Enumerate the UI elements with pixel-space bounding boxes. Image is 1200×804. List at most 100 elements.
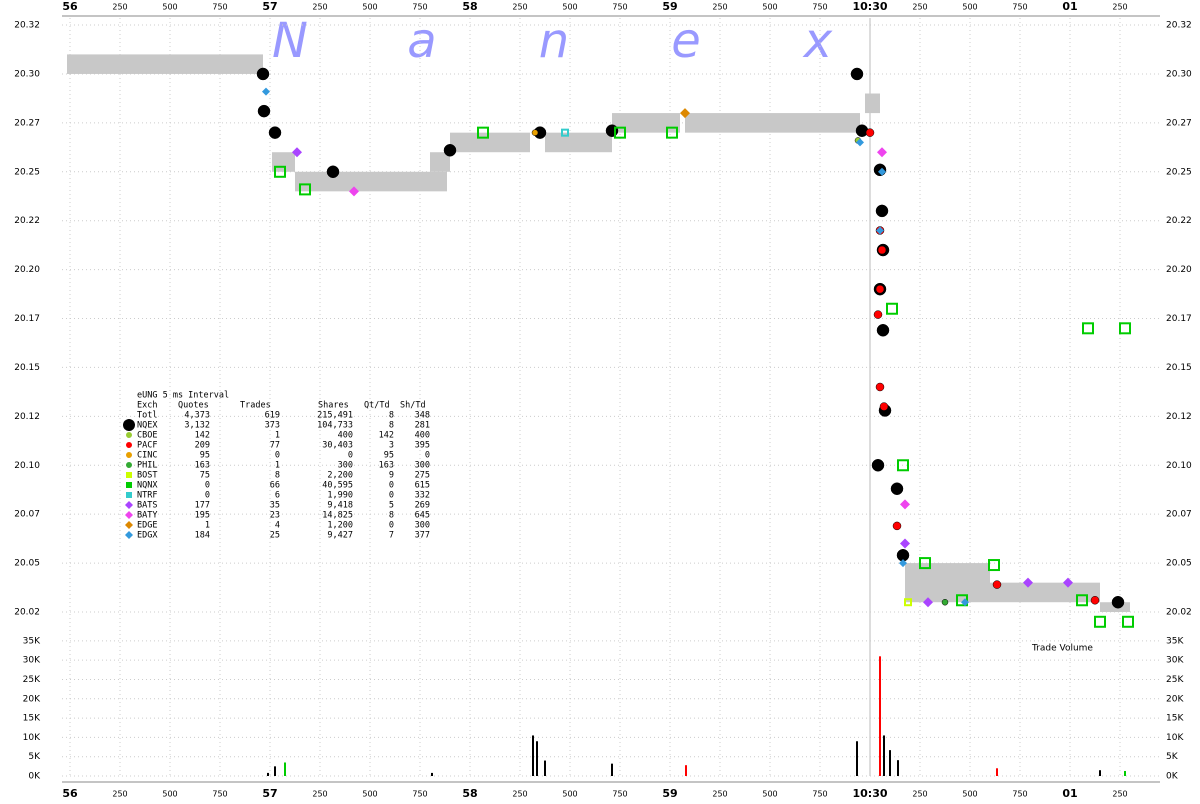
legend-stat: 30,403 xyxy=(322,441,353,451)
legend-title: eUNG 5 ms Interval xyxy=(137,391,229,401)
x-tick-label: 10:30 xyxy=(852,0,887,13)
trade-marker xyxy=(274,165,286,178)
trade-marker xyxy=(919,557,931,570)
x-tick-label: 57 xyxy=(262,787,277,800)
legend-exch: BATS xyxy=(137,501,157,511)
legend-stat: 8 xyxy=(275,471,280,481)
x-tick-label: 250 xyxy=(512,790,527,799)
trade-marker xyxy=(443,144,457,157)
trade-marker xyxy=(871,459,885,472)
trade-marker xyxy=(900,538,910,549)
volume-bar xyxy=(889,750,891,776)
trade-marker xyxy=(256,67,270,81)
legend-stat: 25 xyxy=(270,531,280,541)
legend-stat: 377 xyxy=(415,531,430,541)
trade-marker xyxy=(879,402,889,411)
trade-marker xyxy=(605,124,619,137)
legend-stat: 95 xyxy=(384,451,394,461)
y-tick-label-right: 20.27 xyxy=(1166,118,1192,128)
trade-marker xyxy=(856,138,864,147)
legend-stat: 9,427 xyxy=(327,531,353,541)
legend-marker xyxy=(126,482,132,488)
legend-exch: NTRF xyxy=(137,491,157,501)
legend-marker xyxy=(125,531,133,539)
legend-marker xyxy=(125,501,133,509)
nbbo-band xyxy=(685,113,860,133)
trade-marker xyxy=(875,204,889,218)
y-tick-label: 20.20 xyxy=(14,265,40,275)
watermark-letter: N xyxy=(272,13,308,69)
legend-stat: 1 xyxy=(275,431,280,441)
trade-marker xyxy=(1076,594,1088,607)
y-tick-label: 20.30 xyxy=(14,69,40,79)
trade-marker xyxy=(477,126,489,139)
volume-bar xyxy=(897,760,899,776)
legend-stat: 645 xyxy=(415,511,430,521)
trade-marker xyxy=(1094,615,1106,628)
x-tick-label: 58 xyxy=(462,0,477,13)
trade-marker xyxy=(614,126,626,139)
legend-stat: 1,990 xyxy=(327,491,353,501)
legend-stat: 9 xyxy=(389,471,394,481)
legend-marker xyxy=(126,492,132,498)
x-tick-label: 250 xyxy=(1112,790,1127,799)
x-tick-label: 01 xyxy=(1062,787,1077,800)
legend-stat: 0 xyxy=(425,451,430,461)
trade-marker xyxy=(988,559,1000,572)
legend-stat: 7 xyxy=(389,531,394,541)
trade-marker xyxy=(531,129,539,136)
volume-bar xyxy=(879,656,881,776)
legend-exch: PHIL xyxy=(137,461,157,471)
trade-marker xyxy=(349,186,359,197)
x-tick-label: 750 xyxy=(812,790,827,799)
x-tick-label: 57 xyxy=(262,0,277,13)
legend-stat: 195 xyxy=(195,511,210,521)
legend-header: Quotes xyxy=(178,401,209,411)
x-tick-label: 500 xyxy=(762,790,777,799)
y-tick-label: 20.22 xyxy=(14,216,40,226)
legend-stat: 395 xyxy=(415,441,430,451)
volume-bar xyxy=(996,768,998,776)
volume-bar xyxy=(856,741,858,776)
legend-stat: 177 xyxy=(195,501,210,511)
legend-exch: CBOE xyxy=(137,431,157,441)
legend-stat: 184 xyxy=(195,531,210,541)
trade-marker xyxy=(873,310,883,319)
legend-stat: 14,825 xyxy=(322,511,353,521)
legend-stat: 400 xyxy=(415,431,430,441)
legend-header: Exch xyxy=(137,401,157,411)
legend-stat: 163 xyxy=(195,461,210,471)
x-tick-label: 10:30 xyxy=(852,787,887,800)
watermark-letter: a xyxy=(407,13,436,69)
legend-exch: BOST xyxy=(137,471,157,481)
legend-stat: 373 xyxy=(265,421,280,431)
trade-marker xyxy=(876,324,890,337)
legend-stat: 104,733 xyxy=(317,421,353,431)
trade-marker xyxy=(268,126,282,139)
trade-marker xyxy=(850,67,864,81)
trade-marker xyxy=(1111,595,1125,609)
trade-marker xyxy=(1063,577,1073,588)
x-tick-label: 750 xyxy=(412,3,427,12)
watermark-letter: e xyxy=(671,13,701,69)
volume-label: Trade Volume xyxy=(1031,644,1093,654)
x-tick-label: 500 xyxy=(962,3,977,12)
legend-marker xyxy=(125,511,133,519)
volume-bar xyxy=(883,735,885,776)
legend-stat: 142 xyxy=(195,431,210,441)
legend-stat: 615 xyxy=(415,481,430,491)
legend-stat: 66 xyxy=(270,481,280,491)
trade-marker xyxy=(1090,596,1100,605)
trade-marker xyxy=(992,580,1002,589)
volume-tick-label-right: 10K xyxy=(1166,733,1184,743)
legend-stat: 348 xyxy=(415,411,430,421)
legend-stat: 75 xyxy=(200,471,210,481)
x-tick-label: 250 xyxy=(112,3,127,12)
legend-stat: 0 xyxy=(389,521,394,531)
x-tick-label: 750 xyxy=(1012,790,1027,799)
legend-marker xyxy=(125,521,133,529)
legend-marker xyxy=(126,432,132,438)
